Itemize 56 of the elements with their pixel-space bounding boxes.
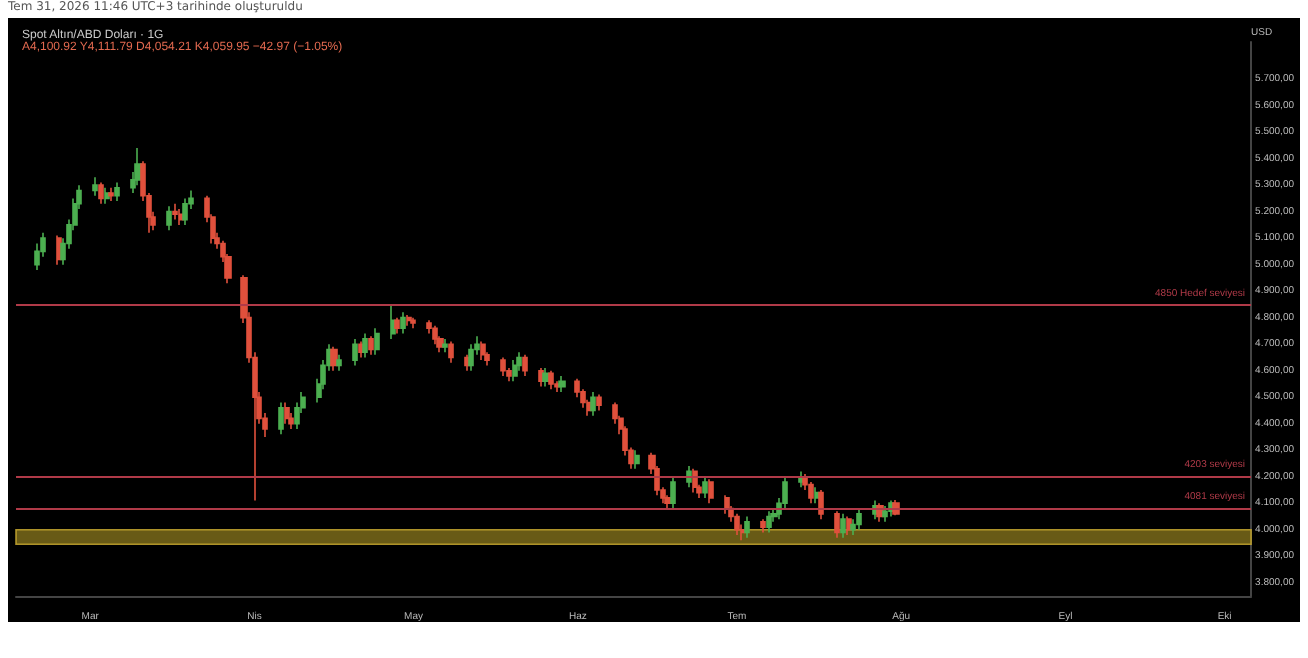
candlestick (766, 510, 772, 534)
candlestick (394, 316, 400, 335)
candlestick (330, 346, 338, 372)
candlestick (166, 205, 172, 231)
candlestick (410, 316, 416, 330)
candlestick (480, 340, 486, 361)
candlestick (114, 181, 120, 202)
candlestick (670, 475, 676, 510)
candlestick (182, 197, 188, 226)
candlestick (406, 314, 412, 327)
candlestick (708, 478, 714, 505)
candlestick (834, 510, 840, 539)
candlestick (522, 353, 528, 377)
candlestick (400, 311, 406, 335)
candlestick (846, 515, 852, 536)
candlestick (284, 401, 290, 425)
candlestick (814, 486, 820, 505)
candlestick (390, 303, 396, 340)
candlestick (542, 367, 550, 388)
candlestick (362, 332, 368, 359)
candlestick (760, 518, 766, 534)
candlestick (664, 494, 672, 510)
candlestick (98, 181, 104, 205)
candlestick (882, 505, 888, 523)
candlestick (840, 513, 846, 539)
candlestick (500, 356, 506, 377)
candlestick (448, 340, 454, 364)
candlestick (548, 369, 554, 391)
candlestick (512, 359, 518, 383)
candlestick (558, 375, 566, 393)
candlestick (856, 507, 862, 531)
candlestick (442, 338, 448, 353)
candlestick (134, 147, 142, 186)
candlestick (724, 494, 730, 515)
candlestick (278, 401, 284, 436)
candlestick (374, 327, 380, 356)
candlestick (596, 393, 602, 412)
candlestick (634, 449, 640, 470)
candlestick (336, 353, 342, 372)
candlestick (172, 202, 178, 221)
candlestick (92, 176, 98, 197)
candlestick (850, 518, 856, 536)
candlestick (590, 391, 596, 417)
candlestick (808, 481, 814, 505)
candlestick (818, 489, 824, 520)
candlestick (178, 208, 184, 226)
candlestick (702, 475, 708, 499)
candlestick (368, 335, 374, 356)
candlestick (352, 338, 358, 367)
candlestick (468, 343, 474, 372)
candlestick (538, 367, 544, 388)
candlestick (104, 186, 110, 205)
candlestick (108, 186, 114, 202)
candlestick (734, 513, 740, 536)
candlestick (744, 515, 750, 539)
candlestick (432, 324, 438, 345)
